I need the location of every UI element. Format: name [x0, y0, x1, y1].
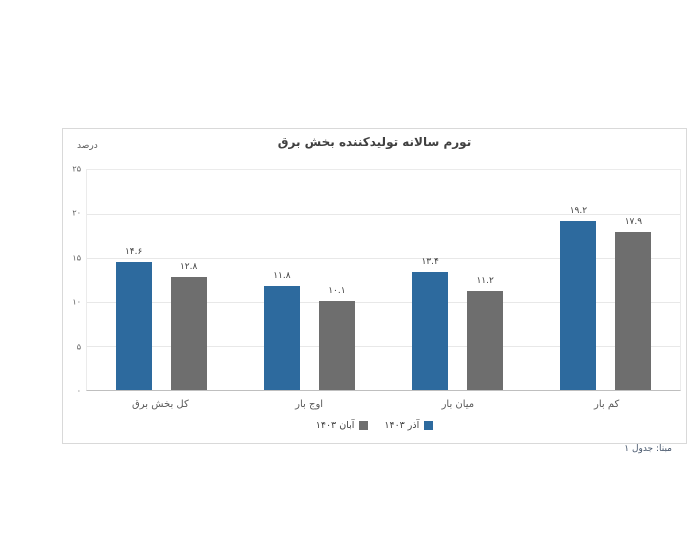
- bar-fill: [263, 286, 300, 390]
- bar-group-1: ۱۴.۶ ۱۲.۸: [87, 170, 235, 390]
- bar-group-2: ۱۱.۸ ۱۰.۱: [235, 170, 383, 390]
- bar-series2-cat3: ۱۱.۲: [467, 276, 504, 390]
- legend-label: آذر ۱۴۰۳: [384, 420, 420, 431]
- bar-series1-cat1: ۱۴.۶: [115, 247, 152, 390]
- category-label-3: میان بار: [441, 399, 475, 410]
- gridline: [87, 214, 680, 215]
- bar-value-label: ۱۷.۹: [624, 217, 643, 228]
- chart-panel: تورم سالانه تولیدکننده بخش برق درصد ۲۵ ۲۰…: [62, 128, 687, 444]
- bar-value-label: ۱۳.۴: [421, 257, 439, 268]
- bar-value-label: ۱۲.۸: [179, 262, 198, 273]
- bar-group-3: ۱۳.۴ ۱۱.۲: [384, 170, 532, 390]
- y-tick-label: ۲۵: [72, 164, 81, 174]
- y-tick-label: ۵: [76, 342, 81, 352]
- y-tick-label: ۱۰: [72, 297, 81, 307]
- y-axis-unit-label: درصد: [77, 141, 98, 151]
- bar-fill: [115, 261, 152, 390]
- bar-group-4: ۱۹.۲ ۱۷.۹: [532, 170, 680, 390]
- bar-value-label: ۱۴.۶: [124, 246, 143, 257]
- y-axis: ۲۵ ۲۰ ۱۵ ۱۰ ۵ ۰: [63, 165, 84, 396]
- gridline: [87, 346, 680, 347]
- y-tick-label: ۰: [76, 386, 81, 396]
- gridline: [87, 302, 680, 303]
- bar-series1-cat2: ۱۱.۸: [263, 271, 300, 390]
- bar-series2-cat2: ۱۰.۱: [318, 286, 355, 390]
- category-label-2: اوج بار: [295, 399, 324, 410]
- bar-fill: [560, 221, 597, 390]
- bar-value-label: ۱۹.۲: [569, 206, 588, 217]
- bar-fill: [318, 301, 355, 390]
- bar-groups: ۱۴.۶ ۱۲.۸ ۱۱.۸ ۱۰.۱ ۱۳.۴ ۱۱.۲ ۱۹.۲ ۱۷.۹: [87, 170, 680, 390]
- bar-series1-cat3: ۱۳.۴: [412, 257, 449, 390]
- legend-swatch-icon: [424, 421, 434, 430]
- bar-value-label: ۱۰.۱: [328, 286, 346, 297]
- legend: آذر ۱۴۰۳ آبان ۱۴۰۳: [63, 420, 686, 431]
- legend-swatch-icon: [359, 421, 369, 430]
- bar-value-label: ۱۱.۲: [476, 276, 494, 287]
- y-tick-label: ۱۵: [72, 253, 81, 263]
- category-label-1: کل بخش برق: [132, 399, 189, 410]
- bar-fill: [467, 291, 504, 390]
- category-label-4: کم بار: [593, 399, 620, 410]
- bar-series2-cat1: ۱۲.۸: [170, 262, 207, 390]
- bar-value-label: ۱۱.۸: [273, 271, 291, 282]
- gridline: [87, 258, 680, 259]
- legend-item-1: آذر ۱۴۰۳: [384, 420, 434, 431]
- bar-fill: [615, 232, 652, 390]
- bar-fill: [412, 272, 449, 390]
- bar-series1-cat4: ۱۹.۲: [560, 206, 597, 390]
- plot-area: ۱۴.۶ ۱۲.۸ ۱۱.۸ ۱۰.۱ ۱۳.۴ ۱۱.۲ ۱۹.۲ ۱۷.۹: [86, 169, 681, 391]
- x-axis-category-labels: کل بخش برق اوج بار میان بار کم بار: [86, 399, 681, 410]
- bar-fill: [170, 277, 207, 390]
- chart-title: تورم سالانه تولیدکننده بخش برق: [277, 135, 472, 149]
- source-note: مبنا: جدول ۱: [624, 444, 672, 454]
- legend-label: آبان ۱۴۰۳: [315, 420, 355, 431]
- legend-item-2: آبان ۱۴۰۳: [316, 420, 369, 431]
- bar-series2-cat4: ۱۷.۹: [615, 217, 652, 390]
- y-tick-label: ۲۰: [72, 208, 81, 218]
